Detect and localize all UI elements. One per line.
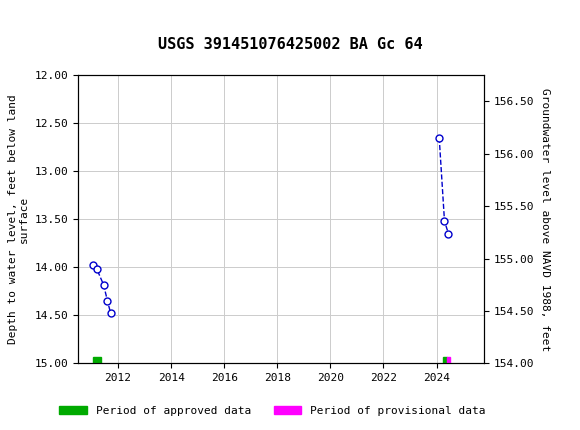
Y-axis label: Depth to water level, feet below land
surface: Depth to water level, feet below land su… xyxy=(8,95,29,344)
Bar xyxy=(6,6,44,41)
Text: USGS 391451076425002 BA Gc 64: USGS 391451076425002 BA Gc 64 xyxy=(158,37,422,52)
Text: ≡USGS: ≡USGS xyxy=(8,14,62,32)
Bar xyxy=(443,356,447,363)
Bar xyxy=(447,356,450,363)
Y-axis label: Groundwater level above NAVD 1988, feet: Groundwater level above NAVD 1988, feet xyxy=(540,88,550,351)
Bar xyxy=(93,356,101,363)
Legend: Period of approved data, Period of provisional data: Period of approved data, Period of provi… xyxy=(55,401,490,420)
